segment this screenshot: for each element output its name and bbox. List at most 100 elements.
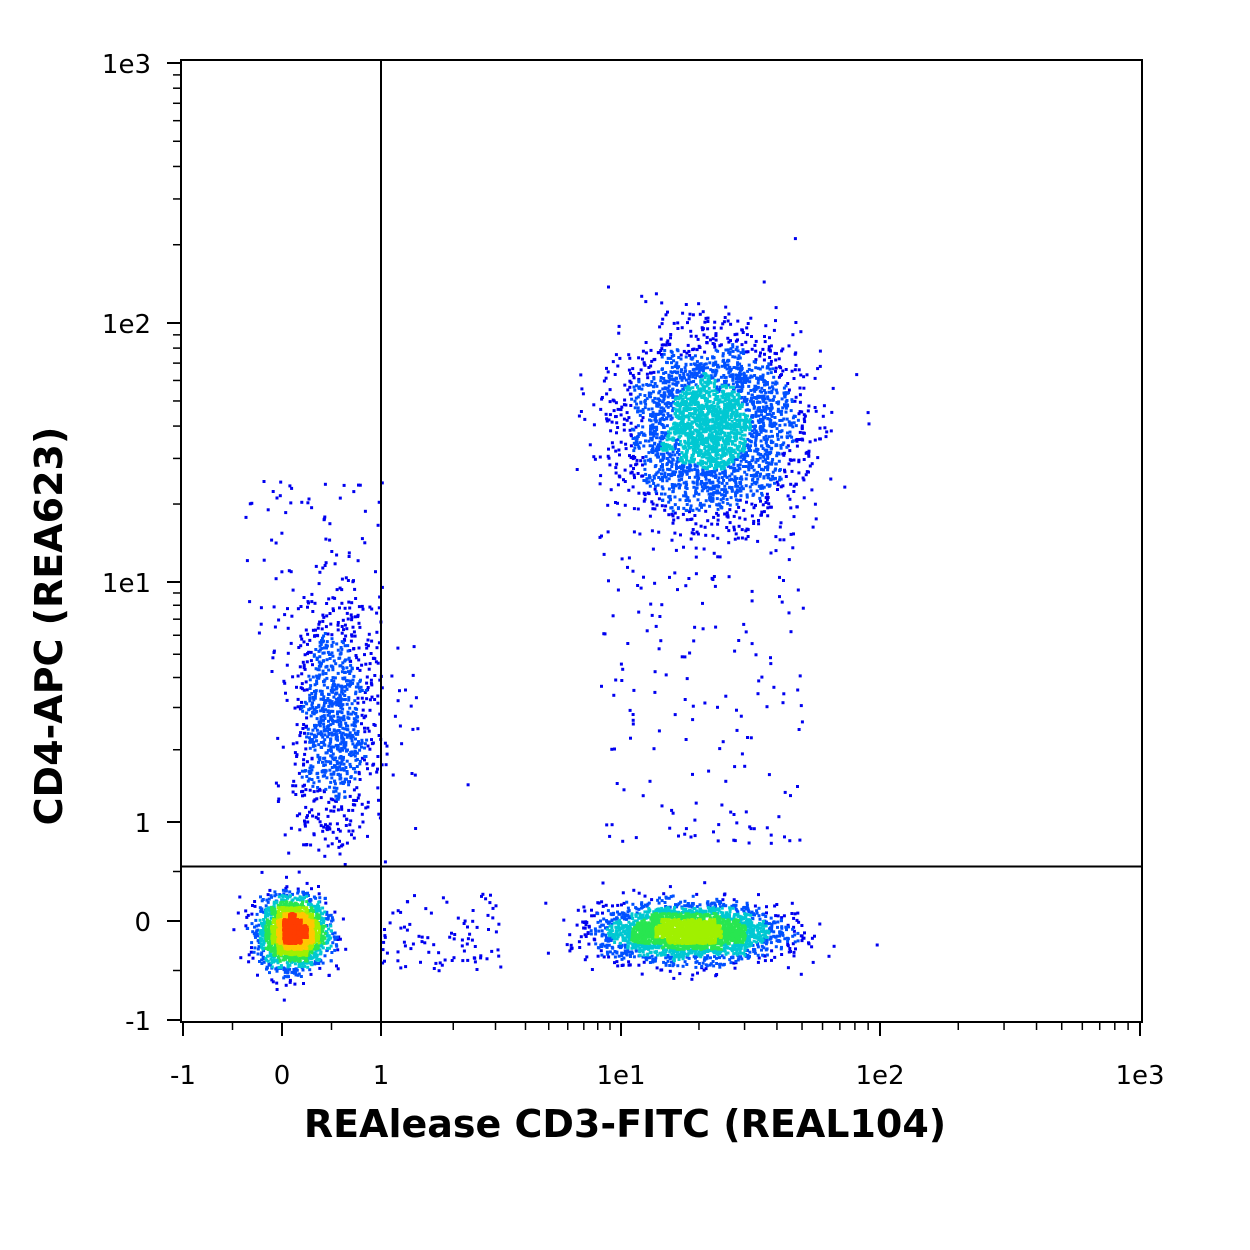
event-dot — [605, 950, 609, 954]
event-dot — [768, 927, 771, 931]
event-dot — [746, 954, 750, 957]
event-dot — [673, 365, 677, 369]
event-dot — [707, 457, 711, 460]
event-dot — [601, 942, 605, 946]
event-dot — [271, 980, 275, 984]
event-dot — [641, 463, 644, 467]
event-dot — [738, 374, 742, 378]
event-dot — [716, 555, 720, 559]
event-dot — [324, 807, 328, 811]
event-dot — [329, 715, 333, 719]
event-dot — [713, 345, 717, 349]
event-dot — [642, 361, 646, 365]
event-dot — [403, 925, 406, 929]
event-dot — [329, 797, 333, 801]
event-dot — [642, 491, 646, 495]
event-dot — [348, 794, 352, 798]
event-dot — [693, 457, 696, 461]
event-dot — [675, 465, 678, 469]
event-dot — [725, 490, 729, 494]
event-dot — [744, 374, 748, 378]
event-dot — [360, 689, 364, 692]
event-dot — [723, 471, 727, 475]
event-dot — [366, 686, 370, 689]
event-dot — [696, 470, 700, 473]
event-dot — [714, 371, 718, 375]
event-dot — [824, 435, 828, 439]
event-dot — [693, 371, 697, 375]
event-dot — [601, 881, 605, 885]
event-dot — [695, 366, 699, 370]
event-dot — [643, 467, 647, 471]
event-dot — [298, 665, 302, 669]
event-dot — [588, 443, 592, 447]
event-dot — [832, 944, 836, 948]
event-dot — [814, 409, 818, 413]
event-dot — [301, 687, 304, 691]
event-dot — [774, 358, 778, 362]
event-dot — [756, 953, 760, 957]
event-dot — [781, 443, 785, 447]
event-dot — [627, 556, 631, 560]
event-dot — [720, 488, 724, 492]
event-dot — [300, 682, 304, 686]
event-dot — [661, 317, 665, 321]
event-dot — [778, 538, 782, 542]
event-dot — [356, 682, 360, 686]
event-dot — [747, 367, 751, 371]
event-dot — [327, 760, 331, 764]
event-dot — [741, 402, 745, 406]
event-dot — [303, 783, 306, 787]
event-dot — [329, 652, 333, 656]
event-dot — [652, 434, 656, 438]
event-dot — [707, 492, 711, 496]
event-dot — [330, 842, 334, 846]
event-dot — [694, 965, 698, 969]
event-dot — [606, 454, 610, 458]
event-dot — [664, 313, 668, 317]
event-dot — [359, 685, 363, 689]
event-dot — [791, 416, 795, 420]
event-dot — [358, 625, 362, 629]
event-dot — [340, 697, 344, 701]
event-dot — [635, 402, 639, 406]
event-dot — [319, 824, 323, 828]
event-dot — [659, 393, 663, 397]
event-dot — [637, 432, 641, 436]
event-dot — [694, 801, 698, 805]
event-dot — [648, 475, 652, 479]
event-dot — [329, 737, 333, 741]
event-dot — [742, 352, 746, 355]
event-dot — [617, 954, 621, 958]
event-dot — [351, 681, 355, 685]
event-dot — [347, 696, 351, 700]
event-dot — [657, 497, 661, 501]
event-dot — [740, 907, 744, 911]
event-dot — [335, 836, 339, 840]
event-dot — [792, 532, 795, 536]
event-dot — [742, 906, 746, 910]
event-dot — [262, 480, 266, 483]
event-dot — [236, 911, 240, 915]
event-dot — [320, 732, 324, 736]
event-dot — [324, 699, 328, 702]
event-dot — [728, 365, 732, 369]
event-dot — [630, 470, 634, 474]
event-dot — [332, 688, 336, 692]
event-dot — [747, 384, 751, 388]
event-dot — [306, 965, 310, 969]
event-dot — [376, 767, 379, 771]
event-dot — [683, 366, 687, 370]
event-dot — [283, 681, 287, 685]
event-dot — [674, 376, 678, 380]
event-dot — [718, 400, 722, 404]
event-dot — [327, 704, 331, 708]
event-dot — [606, 939, 610, 943]
event-dot — [789, 532, 793, 536]
event-dot — [722, 478, 725, 482]
event-dot — [317, 779, 321, 783]
event-dot — [754, 349, 758, 353]
event-dot — [736, 319, 740, 323]
event-dot — [731, 349, 735, 353]
event-dot — [639, 409, 643, 413]
